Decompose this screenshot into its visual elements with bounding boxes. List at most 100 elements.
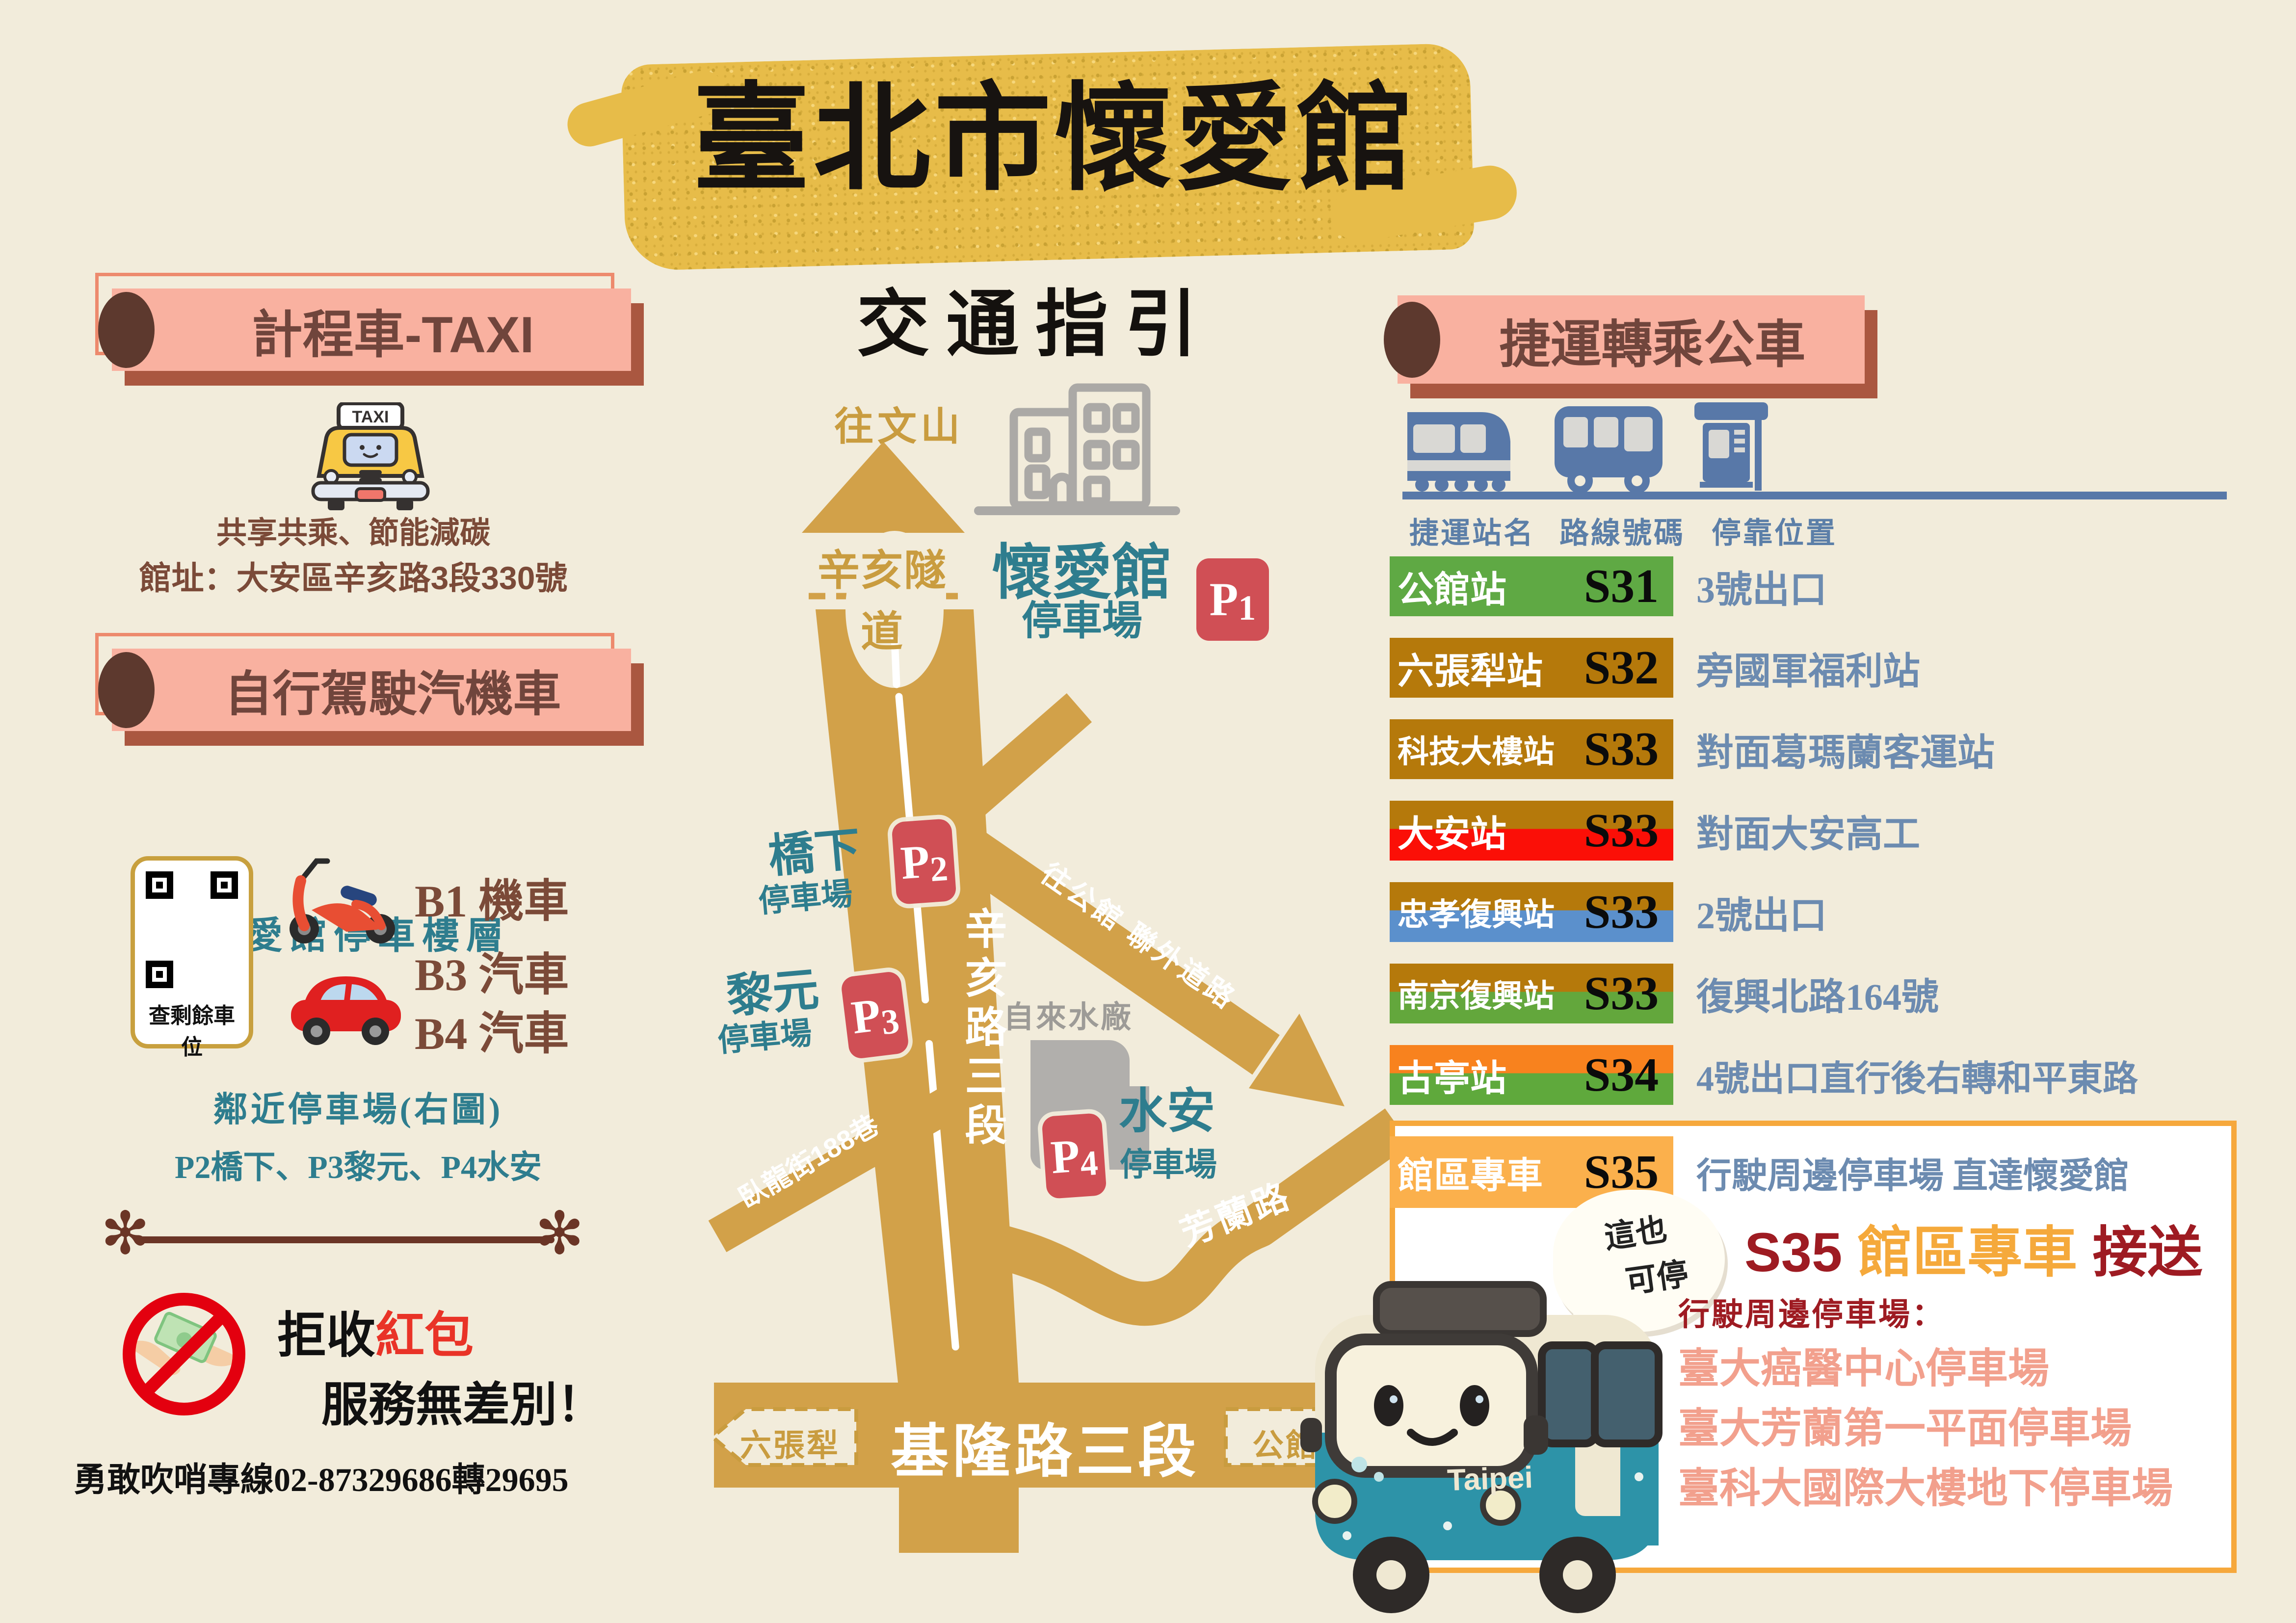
bullet-icon [98, 652, 155, 728]
to-wenshan-label: 往文山 [834, 405, 964, 448]
icons-underline [1402, 492, 2227, 499]
equal-service-text: 服務無差別！ [321, 1379, 604, 1431]
shuian-parking-label: 水安 [1119, 1084, 1215, 1138]
speech-bubble: 這也 可停 [1553, 1190, 1725, 1332]
shuttle-parking-item: 臺大癌醫中心停車場 [1678, 1346, 2050, 1392]
stop-location: 2號出口 [1696, 895, 1827, 937]
stop-location: 對面葛瑪蘭客運站 [1696, 733, 1995, 774]
svg-text:Taipei: Taipei [1447, 1461, 1533, 1497]
liyuan-parking-sub: 停車場 [716, 1015, 814, 1059]
nearby-parking-title: 鄰近停車場(右圖) [213, 1091, 503, 1129]
route-code: S31 [1583, 560, 1659, 613]
car-icon [291, 976, 401, 1045]
svg-text:TAXI: TAXI [352, 408, 389, 426]
stop-location: 3號出口 [1696, 570, 1827, 611]
bridge-parking-sub: 停車場 [757, 875, 854, 919]
page-subtitle: 交通指引 [857, 284, 1214, 365]
station-name: 大安站 [1398, 813, 1506, 854]
shuttle-parking-item: 臺大芳蘭第一平面停車場 [1678, 1406, 2132, 1452]
whistleblower-hotline: 勇敢吹哨專線02-87329686轉29695 [74, 1461, 569, 1498]
mrt-section-banner: 捷運轉乘公車 [1384, 295, 1877, 398]
station-name: 館區專車 [1398, 1154, 1543, 1196]
route-code: S34 [1583, 1048, 1659, 1101]
parking-level-label: B3 汽車 [415, 950, 569, 1000]
col-header-stop: 停靠位置 [1712, 517, 1837, 550]
station-cell: 忠孝復興站 S33 [1390, 882, 1673, 942]
station-cell: 公館站 S31 [1390, 556, 1673, 616]
stop-location: 行駛周邊停車場 直達懷愛館 [1696, 1156, 2130, 1196]
page-title: 臺北市懷愛館 [693, 74, 1417, 204]
xinhai-road-label: 辛亥路三段 [958, 907, 1005, 1152]
stop-location: 對面大安高工 [1696, 814, 1920, 855]
huaiai-parking-label: 停車場 [1021, 599, 1142, 643]
stop-location: 4號出口直行後右轉和平東路 [1696, 1059, 2138, 1099]
station-cell: 科技大樓站 S33 [1390, 719, 1673, 779]
bullet-icon [98, 291, 155, 368]
qr-code-box[interactable]: 查剩餘車位 [131, 856, 253, 1059]
drive-section-banner: 自行駕駛汽機車 [95, 633, 644, 746]
nearby-parking-list: P2橋下、P3黎元、P4水安 [175, 1150, 542, 1185]
route-code: S33 [1583, 804, 1659, 857]
route-code: S33 [1583, 967, 1659, 1020]
no-bribe-icon [123, 1293, 245, 1415]
station-cell: 南京復興站 S33 [1390, 964, 1673, 1023]
station-cell: 六張犁站 S32 [1390, 638, 1673, 698]
qr-caption: 查剩餘車位 [149, 1004, 235, 1059]
taxi-icon: TAXI [311, 402, 430, 510]
no-redenvelope-text: 拒收紅包 [277, 1309, 474, 1363]
water-plant-label: 自來水廠 [1003, 1000, 1134, 1034]
col-header-route: 路線號碼 [1559, 517, 1685, 550]
route-code: S33 [1583, 886, 1659, 939]
train-icon [1407, 412, 1510, 492]
drive-section-title: 自行駕駛汽機車 [224, 667, 561, 721]
scooter-icon [290, 858, 395, 943]
route-code: S33 [1583, 723, 1659, 776]
parking-level-label: B4 汽車 [415, 1009, 569, 1059]
station-name: 公館站 [1398, 569, 1506, 610]
station-name: 古亭站 [1398, 1057, 1506, 1099]
keelung-road-label: 基隆路三段 [890, 1419, 1200, 1484]
station-cell: 古亭站 S34 [1390, 1045, 1673, 1105]
stop-location: 復興北路164號 [1696, 977, 1939, 1018]
shuian-parking-sub: 停車場 [1120, 1146, 1217, 1182]
stop-location: 旁國軍福利站 [1696, 651, 1920, 692]
station-name: 六張犁站 [1398, 650, 1543, 691]
taxi-section-banner: 計程車-TAXI [95, 273, 644, 386]
xinhai-tunnel-label: 辛亥隧道 [818, 547, 947, 655]
station-cell: 大安站 S33 [1390, 801, 1673, 861]
bus-stop-icon [1694, 402, 1768, 491]
parking-level-label: B1 機車 [415, 876, 569, 926]
station-name: 南京復興站 [1398, 978, 1555, 1014]
divider-ornament: ✻ [101, 1201, 150, 1266]
divider-ornament: ✻ [535, 1201, 584, 1266]
station-name: 科技大樓站 [1398, 734, 1555, 769]
divider-line [137, 1236, 554, 1243]
route-code: S32 [1583, 641, 1659, 694]
col-header-station: 捷運站名 [1409, 517, 1535, 550]
shuttle-heading: S35 館區專車 接送 [1744, 1222, 2203, 1283]
taipei-bus-character: Taipei [1300, 1281, 1663, 1613]
link-road-arrow [1249, 1014, 1345, 1106]
dir-liuzhangli-label: 六張犁 [740, 1428, 840, 1463]
dir-left-arrow [709, 1407, 858, 1467]
mrt-section-title: 捷運轉乘公車 [1499, 316, 1806, 373]
qr-code [143, 868, 241, 991]
station-name: 忠孝復興站 [1398, 897, 1555, 932]
transport-icons [1407, 402, 1768, 494]
bus-icon [1555, 406, 1663, 494]
taxi-address: 館址：大安區辛亥路3段330號 [139, 560, 568, 596]
taxi-section-title: 計程車-TAXI [251, 306, 534, 364]
bullet-icon [1384, 301, 1440, 378]
building-icon [1009, 383, 1151, 510]
shuttle-parking-item: 臺科大國際大樓地下停車場 [1678, 1466, 2173, 1512]
huaiai-hall-label: 懷愛館 [992, 539, 1172, 606]
shuttle-subheading: 行駛周邊停車場： [1678, 1297, 1945, 1332]
tunnel-arrow [802, 442, 965, 533]
taxi-line1: 共享共乘、節能減碳 [216, 516, 490, 550]
